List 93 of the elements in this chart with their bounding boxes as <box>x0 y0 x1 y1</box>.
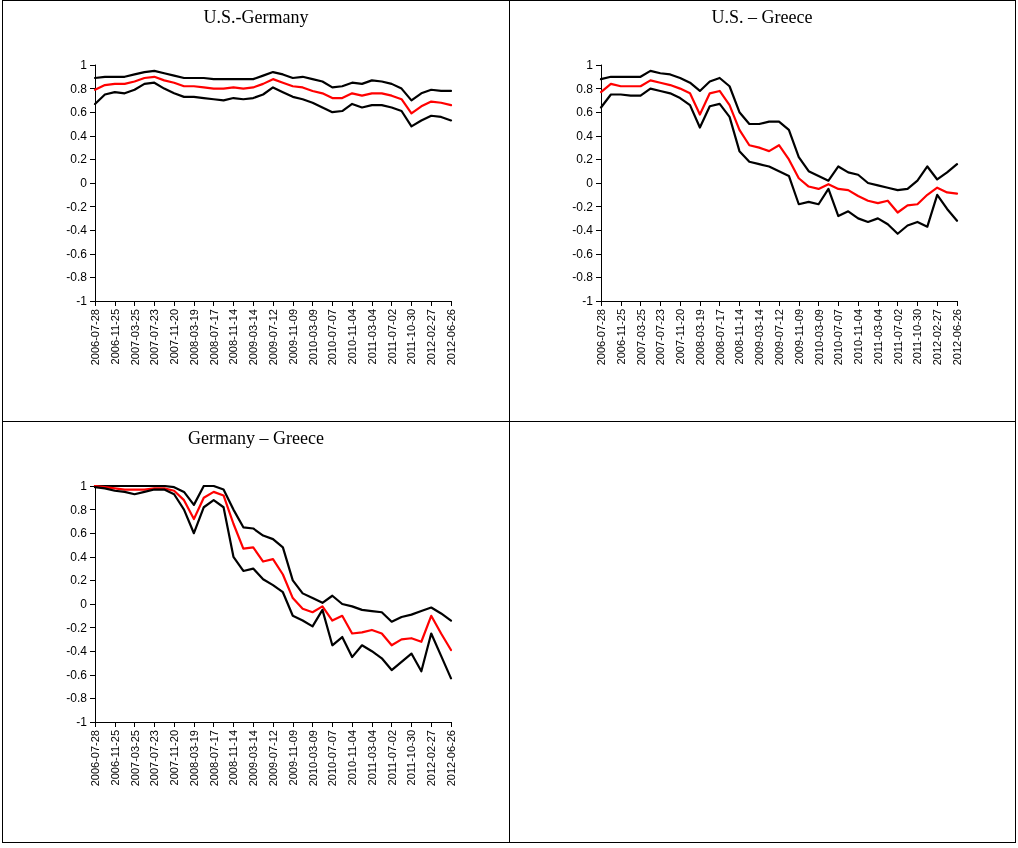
chart-title: U.S. – Greece <box>711 7 813 27</box>
x-tick-label: 2011-10-30 <box>405 309 418 365</box>
x-tick-label: 2007-07-23 <box>148 730 161 787</box>
y-tick-label: 1 <box>80 479 88 493</box>
x-tick-label: 2009-11-09 <box>286 730 299 786</box>
y-tick-label: -0.4 <box>66 223 88 238</box>
y-tick-label: -0.2 <box>66 620 88 635</box>
x-tick-label: 2009-03-14 <box>247 730 260 787</box>
x-tick-label: 2010-03-09 <box>812 309 825 366</box>
y-tick-label: -0.4 <box>66 644 88 659</box>
x-tick-label: 2009-07-12 <box>267 730 279 787</box>
y-tick-label: -0.2 <box>66 199 88 214</box>
chart-title: Germany – Greece <box>188 428 324 448</box>
x-tick-label: 2011-07-02 <box>891 309 904 365</box>
x-tick-label: 2006-11-25 <box>614 309 627 365</box>
y-tick-label: 0.6 <box>70 526 88 541</box>
y-tick-label: 0.8 <box>70 502 88 517</box>
x-tick-label: 2011-07-02 <box>385 309 398 365</box>
chart-title: U.S.-Germany <box>203 7 309 27</box>
x-tick-label: 2011-03-04 <box>871 309 884 365</box>
x-tick-label: 2010-11-04 <box>346 309 359 365</box>
x-tick-label: 2012-06-26 <box>445 309 457 366</box>
x-tick-label: 2008-11-14 <box>227 309 240 365</box>
x-tick-label: 2008-07-17 <box>207 730 220 787</box>
x-tick-label: 2006-07-28 <box>89 309 101 366</box>
x-tick-label: 2011-07-02 <box>385 730 398 786</box>
x-tick-label: 2009-11-09 <box>792 309 805 365</box>
y-tick-label: -1 <box>582 294 594 308</box>
x-tick-label: 2008-07-17 <box>713 309 726 366</box>
x-tick-label: 2012-02-27 <box>425 730 438 787</box>
x-tick-label: 2012-06-26 <box>951 309 963 366</box>
y-tick-label: 0.8 <box>576 81 594 96</box>
y-tick-label: 0.6 <box>576 105 594 120</box>
x-tick-label: 2010-07-07 <box>326 309 339 366</box>
y-tick-label: -0.4 <box>572 223 594 238</box>
y-tick-label: 0.6 <box>70 105 88 120</box>
x-tick-label: 2007-03-25 <box>634 309 647 366</box>
x-tick-label: 2006-11-25 <box>108 730 121 786</box>
y-tick-label: 0.2 <box>70 573 88 588</box>
x-tick-label: 2011-10-30 <box>405 730 418 786</box>
y-tick-label: -0.8 <box>66 691 88 706</box>
x-tick-label: 2010-03-09 <box>306 730 319 787</box>
x-tick-label: 2007-11-20 <box>168 730 181 786</box>
y-tick-label: 0 <box>80 597 88 611</box>
x-tick-label: 2007-11-20 <box>168 309 181 365</box>
y-tick-label: -0.6 <box>572 246 594 261</box>
x-tick-label: 2007-03-25 <box>128 730 141 787</box>
x-tick-label: 2006-07-28 <box>89 730 101 787</box>
x-tick-label: 2007-03-25 <box>128 309 141 366</box>
y-tick-label: -0.8 <box>66 270 88 285</box>
y-tick-label: 1 <box>80 58 88 72</box>
x-tick-label: 2009-07-12 <box>773 309 785 366</box>
y-tick-label: 0.4 <box>70 128 88 143</box>
x-tick-label: 2008-03-19 <box>187 309 200 366</box>
x-tick-label: 2012-06-26 <box>445 730 457 787</box>
x-tick-label: 2009-03-14 <box>753 309 766 366</box>
y-tick-label: 0 <box>80 176 88 190</box>
x-tick-label: 2008-03-19 <box>187 730 200 787</box>
x-tick-label: 2011-10-30 <box>911 309 924 365</box>
x-tick-label: 2009-03-14 <box>247 309 260 366</box>
x-tick-label: 2010-11-04 <box>852 309 865 365</box>
y-tick-label: -1 <box>76 715 88 729</box>
x-tick-label: 2009-11-09 <box>286 309 299 365</box>
x-tick-label: 2008-11-14 <box>733 309 746 365</box>
x-tick-label: 2012-02-27 <box>425 309 438 366</box>
y-tick-label: -1 <box>76 294 88 308</box>
y-tick-label: 0.4 <box>576 128 594 143</box>
x-tick-label: 2007-07-23 <box>148 309 161 366</box>
y-tick-label: 0.8 <box>70 81 88 96</box>
x-tick-label: 2009-07-12 <box>267 309 279 366</box>
x-tick-label: 2007-11-20 <box>674 309 687 365</box>
x-tick-label: 2008-07-17 <box>207 309 220 366</box>
y-tick-label: 0.2 <box>70 152 88 167</box>
y-tick-label: 1 <box>586 58 594 72</box>
x-tick-label: 2010-03-09 <box>306 309 319 366</box>
x-tick-label: 2011-03-04 <box>365 730 378 786</box>
x-tick-label: 2006-11-25 <box>108 309 121 365</box>
x-tick-label: 2010-11-04 <box>346 730 359 786</box>
y-tick-label: -0.2 <box>572 199 594 214</box>
y-tick-label: 0 <box>586 176 594 190</box>
x-tick-label: 2011-03-04 <box>365 309 378 365</box>
x-tick-label: 2010-07-07 <box>832 309 845 366</box>
x-tick-label: 2012-02-27 <box>931 309 944 366</box>
y-tick-label: -0.8 <box>572 270 594 285</box>
y-tick-label: 0.2 <box>576 152 594 167</box>
x-tick-label: 2010-07-07 <box>326 730 339 787</box>
y-tick-label: -0.6 <box>66 246 88 261</box>
y-tick-label: -0.6 <box>66 667 88 682</box>
x-tick-label: 2007-07-23 <box>654 309 667 366</box>
x-tick-label: 2006-07-28 <box>595 309 607 366</box>
x-tick-label: 2008-03-19 <box>693 309 706 366</box>
y-tick-label: 0.4 <box>70 549 88 564</box>
x-tick-label: 2008-11-14 <box>227 730 240 786</box>
